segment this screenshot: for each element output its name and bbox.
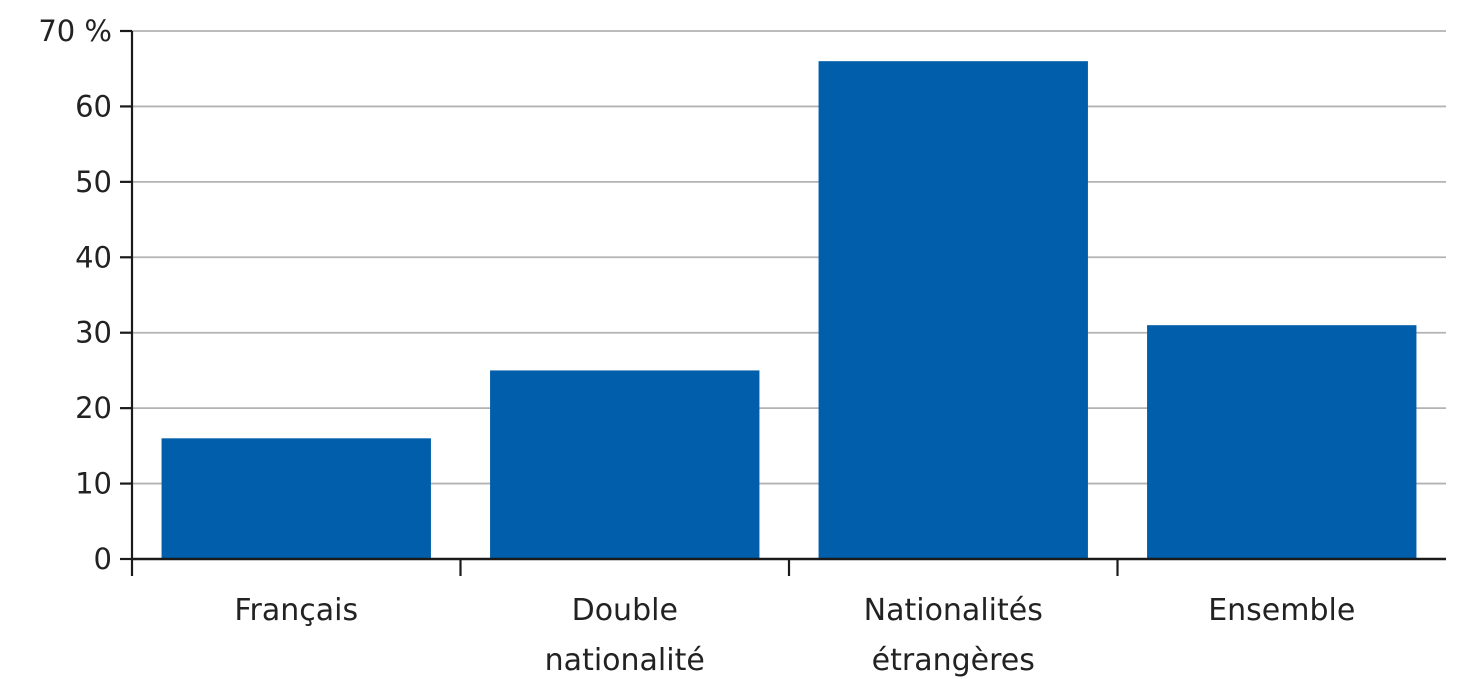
y-axis-ticks: 0 10 20 30 40 50 60 70 %	[38, 14, 132, 576]
x-category-label-3-line-0: Ensemble	[1208, 593, 1355, 628]
y-tick-label-30: 30	[75, 316, 112, 350]
y-tick-label-20: 20	[75, 391, 112, 425]
x-category-label-2-line-0: Nationalités	[864, 593, 1043, 628]
x-category-label-1-line-1: nationalité	[545, 643, 705, 678]
x-category-label-2-line-1: étrangères	[872, 643, 1035, 678]
y-tick-label-60: 60	[75, 89, 112, 123]
bars	[161, 61, 1417, 560]
bar-0	[161, 438, 431, 559]
bar-2	[818, 61, 1088, 560]
y-tick-label-70: 70 %	[38, 14, 112, 48]
y-tick-label-50: 50	[75, 165, 112, 199]
x-category-label-1-line-0: Double	[572, 593, 678, 628]
bar-1	[490, 370, 760, 559]
x-axis-labels: Français Double nationalité Nationalités étr…	[130, 559, 1355, 678]
bar-3	[1147, 325, 1417, 559]
x-category-label-0-line-0: Français	[234, 593, 358, 628]
y-tick-label-10: 10	[75, 467, 112, 501]
gridlines	[132, 30, 1446, 485]
y-tick-label-0: 0	[94, 542, 112, 576]
y-tick-label-40: 40	[75, 240, 112, 274]
